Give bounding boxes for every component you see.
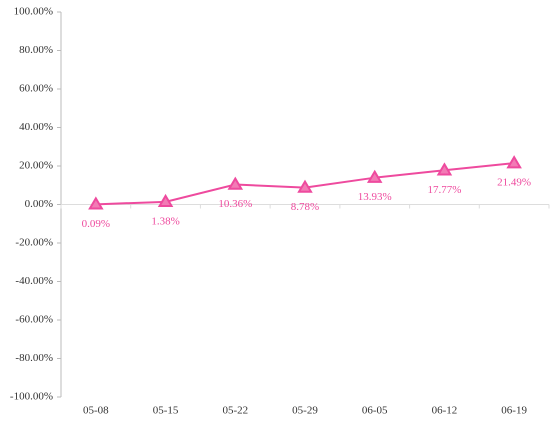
- marker: [366, 169, 383, 183]
- value-label: 21.49%: [497, 177, 531, 189]
- y-tick-label: -40.00%: [15, 275, 53, 287]
- y-tick-label: 80.00%: [19, 44, 53, 56]
- y-tick-label: 100.00%: [14, 6, 53, 18]
- y-tick-label: -60.00%: [15, 314, 53, 326]
- marker: [506, 155, 522, 169]
- value-label: 0.09%: [82, 218, 110, 230]
- y-tick-label: 0.00%: [25, 198, 53, 210]
- value-label: 1.38%: [151, 215, 179, 227]
- x-tick-label: 05-22: [222, 405, 248, 417]
- marker: [157, 193, 174, 208]
- marker: [436, 162, 453, 176]
- x-tick-label: 05-15: [153, 405, 179, 417]
- x-tick-label: 05-08: [83, 405, 109, 417]
- y-tick-label: 60.00%: [19, 83, 53, 95]
- y-tick-label: 20.00%: [19, 160, 53, 172]
- value-label: 10.36%: [218, 198, 252, 210]
- y-tick-label: 40.00%: [19, 121, 53, 133]
- value-label: 13.93%: [358, 191, 392, 203]
- marker: [297, 179, 313, 193]
- y-tick-label: -80.00%: [15, 352, 53, 364]
- x-tick-label: 06-05: [362, 405, 388, 417]
- x-tick-label: 06-12: [432, 405, 458, 417]
- marker: [227, 176, 244, 190]
- value-label: 17.77%: [427, 184, 461, 196]
- marker: [88, 196, 104, 210]
- y-tick-label: -20.00%: [15, 237, 53, 249]
- x-tick-label: 06-19: [501, 405, 527, 417]
- x-tick-label: 05-29: [292, 405, 318, 417]
- value-label: 8.78%: [291, 201, 319, 213]
- y-tick-label: -100.00%: [10, 391, 53, 403]
